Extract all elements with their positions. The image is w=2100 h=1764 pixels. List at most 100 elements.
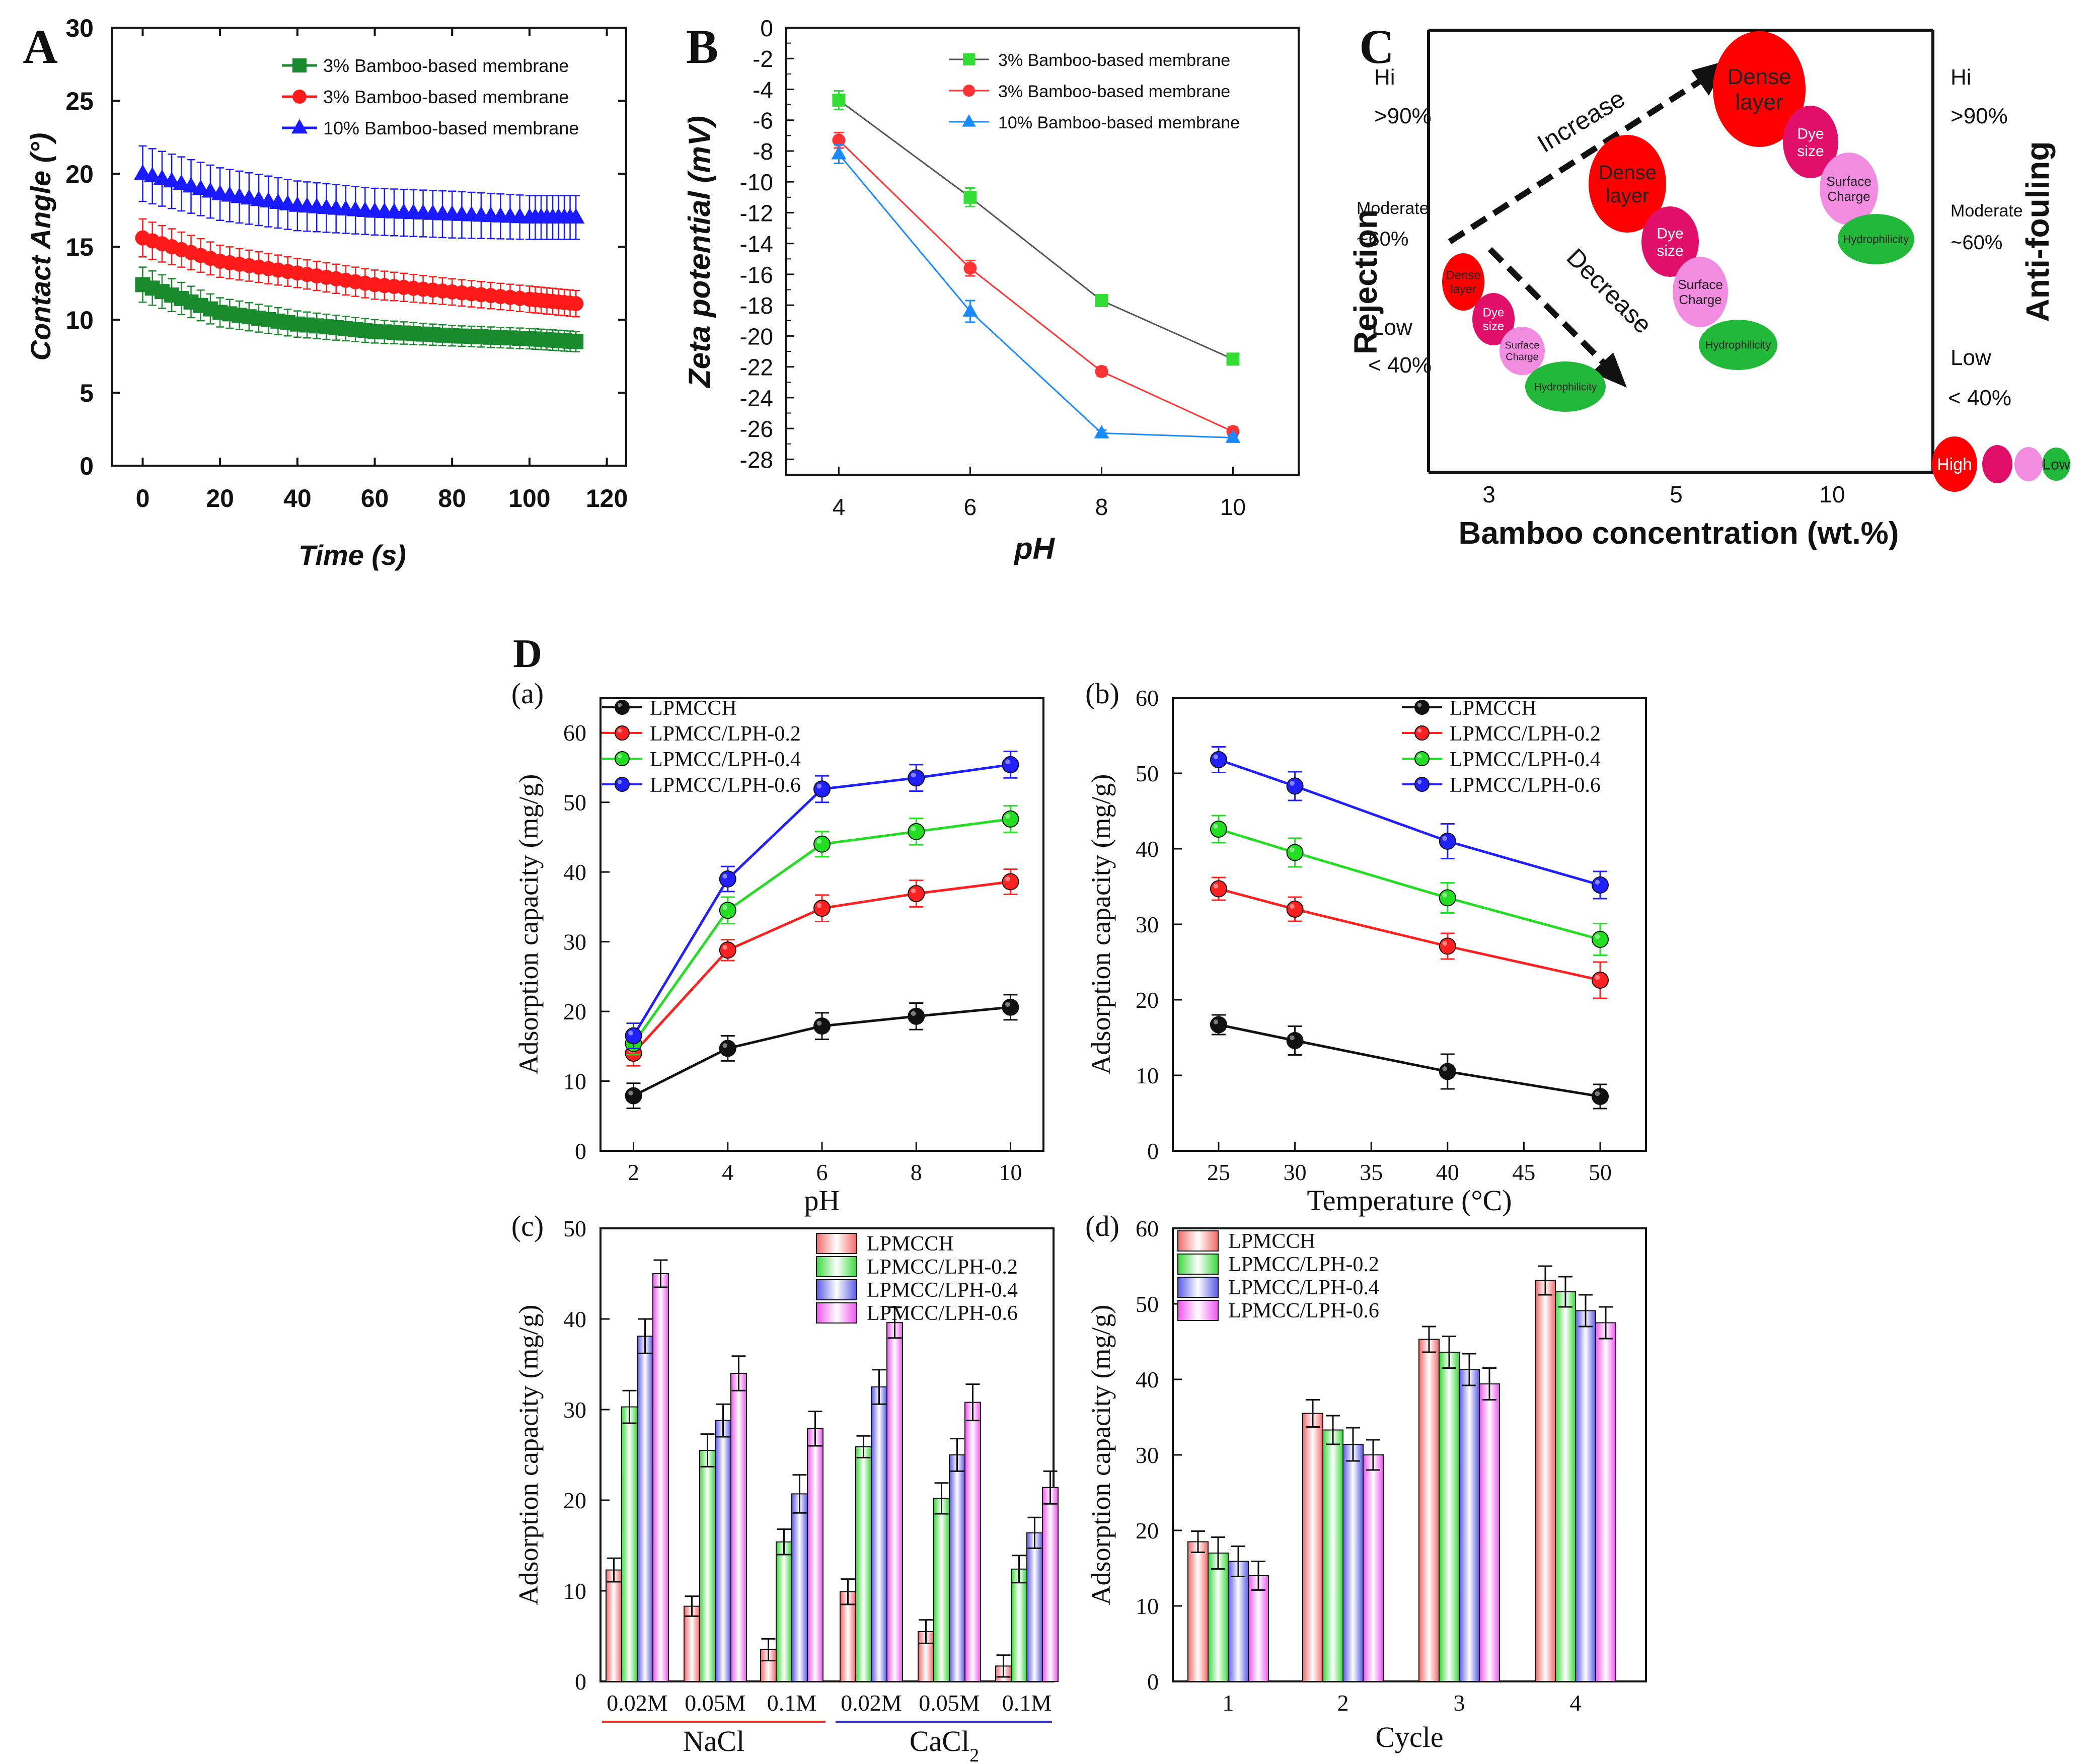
bar xyxy=(621,1406,638,1682)
data-point xyxy=(1286,844,1304,861)
x-tick-label: 10 xyxy=(1220,494,1246,520)
series-4 xyxy=(1210,746,1609,900)
dye-size-bubble-5 xyxy=(1641,206,1699,277)
legend-label: 3% Bamboo-based membrane xyxy=(998,51,1230,70)
legend-label: LPMCC/LPH-0.6 xyxy=(650,774,801,797)
data-point xyxy=(1002,998,1019,1016)
y-tick-label: -16 xyxy=(740,262,773,288)
data-point xyxy=(719,1040,736,1057)
scale-low-bubble-text: Low xyxy=(2042,457,2070,473)
legend-marker xyxy=(292,90,307,104)
legend-marker-shine xyxy=(617,702,622,707)
surface-charge-bubble-5 xyxy=(1673,257,1728,327)
dense-layer-bubble-10-text: Dense xyxy=(1727,64,1791,89)
right-level-60: ~60% xyxy=(1951,232,2002,254)
legend-marker-shine xyxy=(617,779,622,784)
bar xyxy=(684,1605,700,1682)
decrease-arrowhead xyxy=(1592,352,1627,388)
y-tick-label: 50 xyxy=(1136,761,1159,786)
right-level-40: < 40% xyxy=(1948,386,2011,410)
data-point-shine xyxy=(911,772,916,778)
series-line xyxy=(142,283,576,343)
subpanel-label: (c) xyxy=(511,1210,544,1242)
rejection-axis-label: Rejection xyxy=(1347,209,1384,354)
data-point-shine xyxy=(816,783,822,789)
y-tick-label: 20 xyxy=(1136,987,1159,1013)
legend-label: LPMCC/LPH-0.2 xyxy=(650,722,801,746)
x-tick-label: 0.1M xyxy=(767,1690,816,1716)
data-point xyxy=(963,261,977,275)
data-point-shine xyxy=(628,1090,633,1095)
bar xyxy=(1342,1444,1364,1682)
x-tick-label: 10 xyxy=(999,1159,1022,1185)
data-point xyxy=(567,208,585,224)
bar xyxy=(699,1450,716,1682)
x-tick-label: 0.02M xyxy=(607,1690,667,1716)
y-tick-label: 20 xyxy=(563,1488,586,1513)
panel-label-A: A xyxy=(23,20,57,74)
x-tick-label: 0.1M xyxy=(1002,1690,1052,1716)
legend-marker-shine xyxy=(1417,754,1422,759)
legend-label: LPMCC/LPH-0.2 xyxy=(1228,1253,1379,1276)
data-point xyxy=(908,769,925,787)
legend-marker xyxy=(1414,725,1430,741)
series-line xyxy=(838,154,1233,439)
series-2 xyxy=(135,218,584,318)
x-axis-label: Temperature (°C) xyxy=(1307,1184,1512,1217)
data-point-shine xyxy=(1442,893,1448,898)
y-tick-label: -12 xyxy=(740,200,773,226)
data-point-shine xyxy=(1213,754,1219,760)
left-level-low: Low xyxy=(1372,315,1412,340)
x-tick-label: 60 xyxy=(361,484,389,512)
dye-size-bubble-10-text: size xyxy=(1797,143,1824,160)
data-point-shine xyxy=(1442,836,1448,841)
series-line xyxy=(838,99,1234,360)
legend-label: 3% Bamboo-based membrane xyxy=(998,82,1230,101)
data-point xyxy=(1439,1063,1456,1080)
data-point xyxy=(719,941,736,959)
legend-marker xyxy=(291,119,308,134)
legend-label: LPMCC/LPH-0.6 xyxy=(1450,774,1601,797)
x-tick-label: 80 xyxy=(438,484,466,512)
legend-label: LPMCC/LPH-0.4 xyxy=(1228,1276,1379,1299)
legend-label: LPMCC/LPH-0.4 xyxy=(1450,748,1601,771)
bar xyxy=(1208,1553,1229,1682)
hydrophilicity-bubble-3 xyxy=(1525,361,1606,412)
data-point-shine xyxy=(816,1020,822,1026)
x-tick-label: 6 xyxy=(816,1159,828,1185)
dense-layer-bubble-3-text: layer xyxy=(1450,282,1476,296)
surface-charge-bubble-3 xyxy=(1499,327,1545,375)
data-point xyxy=(813,900,831,917)
data-point-shine xyxy=(1213,1019,1219,1024)
legend-label: LPMCC/LPH-0.4 xyxy=(867,1279,1018,1302)
legend-label: LPMCC/LPH-0.2 xyxy=(1450,722,1601,746)
data-point xyxy=(719,870,736,888)
data-point xyxy=(1210,751,1227,768)
dye-size-bubble-3 xyxy=(1472,293,1515,345)
dense-layer-bubble-5-text: Dense xyxy=(1598,162,1657,184)
y-tick-label: 0 xyxy=(760,15,773,41)
bar xyxy=(1302,1413,1323,1682)
x-tick-label: 8 xyxy=(911,1159,922,1185)
series-3 xyxy=(1210,815,1609,956)
dense-layer-bubble-10-text: layer xyxy=(1735,90,1783,115)
legend-label: LPMCC/LPH-0.4 xyxy=(650,748,801,771)
data-point-shine xyxy=(816,839,822,844)
legend-swatch xyxy=(816,1233,857,1254)
dye-size-bubble-5-text: size xyxy=(1657,243,1683,259)
data-point xyxy=(719,902,736,919)
legend-label: 10% Bamboo-based membrane xyxy=(323,118,579,138)
hydrophilicity-bubble-10-text: Hydrophilicity xyxy=(1843,233,1909,246)
legend-marker-shine xyxy=(617,728,622,733)
legend-swatch xyxy=(1177,1230,1219,1252)
y-tick-label: 15 xyxy=(65,233,94,261)
bar xyxy=(1322,1429,1343,1682)
data-point xyxy=(832,93,846,107)
y-tick-label: -20 xyxy=(740,323,773,349)
bar xyxy=(840,1591,856,1682)
data-point-shine xyxy=(1442,1066,1448,1071)
y-tick-label: 60 xyxy=(1136,685,1159,711)
x-tick-label: 0.05M xyxy=(685,1690,745,1716)
data-point-shine xyxy=(1595,879,1600,885)
legend-marker xyxy=(962,114,976,127)
